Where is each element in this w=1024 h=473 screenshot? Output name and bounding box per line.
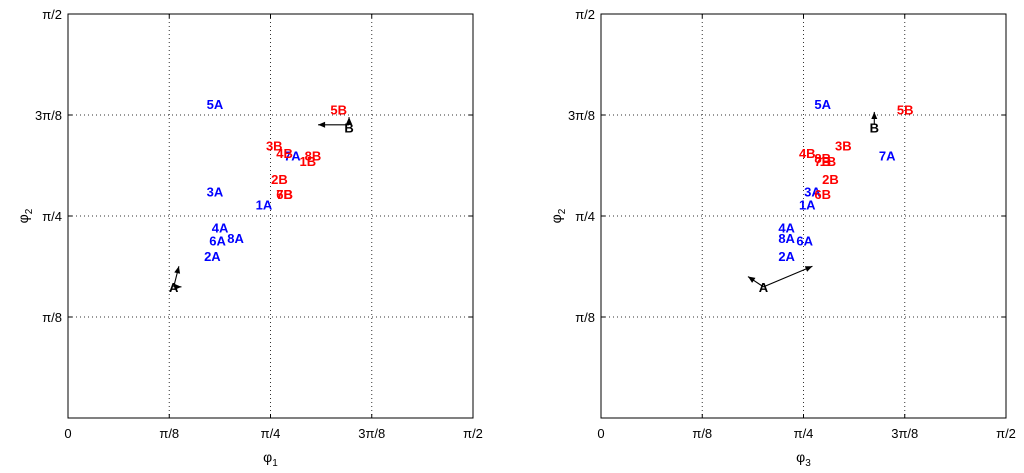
x-tick-label: π/4	[794, 426, 814, 441]
point-label-1a: 1A	[799, 198, 816, 213]
direction-arrow	[346, 117, 353, 125]
point-label-4b: 4B	[799, 146, 816, 161]
point-label-3a: 3A	[804, 185, 821, 200]
point-label-b: B	[870, 120, 879, 135]
direction-arrow	[318, 121, 350, 128]
point-label-b: B	[344, 120, 353, 135]
x-tick-label: π/8	[692, 426, 712, 441]
point-label-7a: 7A	[879, 149, 896, 164]
direction-arrow	[173, 283, 182, 290]
point-label-5a: 5A	[814, 97, 831, 112]
y-tick-label: π/4	[42, 209, 62, 224]
direction-arrow	[173, 266, 181, 287]
point-label-1b: 1B	[299, 154, 316, 169]
direction-arrow	[763, 265, 813, 288]
x-tick-label: π/8	[159, 426, 179, 441]
x-axis-label: φ1	[263, 449, 278, 469]
point-label-3a: 3A	[207, 185, 224, 200]
x-tick-label: π/2	[996, 426, 1016, 441]
point-label-2a: 2A	[778, 249, 795, 264]
point-label-5b: 5B	[897, 102, 914, 117]
direction-arrow	[871, 111, 878, 125]
direction-arrow	[747, 276, 764, 288]
y-tick-label: π/4	[575, 209, 595, 224]
point-label-4a: 4A	[778, 221, 795, 236]
y-tick-label: π/2	[42, 7, 62, 22]
point-label-5a: 5A	[207, 97, 224, 112]
x-tick-label: 0	[64, 426, 71, 441]
y-tick-label: π/8	[42, 310, 62, 325]
point-label-2b: 2B	[822, 172, 839, 187]
point-label-7a: 7A	[284, 149, 301, 164]
right-panel: 0 π/8 π/4 3π/8 π/2 π/8 π/4 3π/8 π/2 φ3 φ2 1A 2A 3A 4A 5…	[548, 7, 1016, 469]
x-tick-label: 3π/8	[891, 426, 918, 441]
point-label-3b: 3B	[266, 138, 283, 153]
x-tick-label: π/2	[463, 426, 483, 441]
x-tick-label: π/4	[261, 426, 281, 441]
point-label-1b: 1B	[820, 154, 837, 169]
point-label-8b: 8B	[305, 149, 322, 164]
y-tick-label: π/8	[575, 310, 595, 325]
point-label-4a: 4A	[212, 221, 229, 236]
point-label-2a: 2A	[204, 249, 221, 264]
point-label-1a: 1A	[256, 198, 273, 213]
x-axis-label: φ3	[796, 449, 811, 469]
y-axis-label: φ2	[15, 208, 35, 223]
point-label-8b: 8B	[814, 151, 831, 166]
point-label-2b: 2B	[271, 172, 288, 187]
y-axis-label: φ2	[548, 208, 568, 223]
point-label-3b: 3B	[835, 138, 852, 153]
point-label-6a: 6A	[209, 234, 226, 249]
y-tick-label: π/2	[575, 7, 595, 22]
point-label-a: A	[759, 280, 769, 295]
point-label-4b: 4B	[276, 146, 293, 161]
point-label-8a: 8A	[227, 231, 244, 246]
left-panel: 0 π/8 π/4 3π/8 π/2 π/8 π/4 3π/8 π/2 φ1 φ2 1A 2A 3A 4A 5…	[15, 7, 483, 469]
x-tick-label: 0	[597, 426, 604, 441]
point-label-8a: 8A	[778, 231, 795, 246]
point-label-7b: 7B	[276, 187, 293, 202]
point-label-6b: 6B	[276, 187, 293, 202]
point-label-7b: 7B	[814, 154, 831, 169]
point-label-a: A	[169, 280, 179, 295]
point-label-6a: 6A	[796, 234, 813, 249]
point-label-6b: 6B	[814, 187, 831, 202]
y-tick-label: 3π/8	[568, 108, 595, 123]
x-tick-label: 3π/8	[358, 426, 385, 441]
y-tick-label: 3π/8	[35, 108, 62, 123]
point-label-5b: 5B	[330, 102, 347, 117]
